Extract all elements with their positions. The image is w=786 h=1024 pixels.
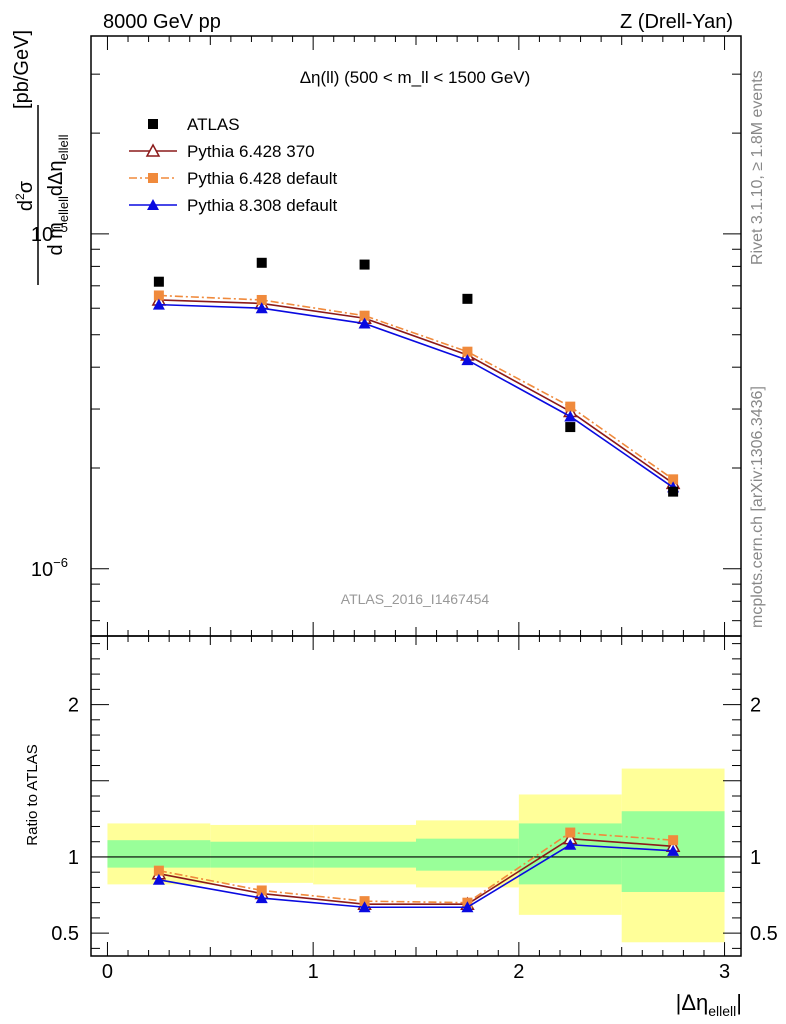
x-tick-label: 0 — [102, 961, 113, 983]
series-point-1 — [359, 310, 370, 321]
svg-text:[pb/GeV]: [pb/GeV] — [11, 30, 33, 109]
series-point-1 — [153, 290, 164, 301]
ratio-tick-label-right: 0.5 — [750, 923, 778, 945]
atlas-data-point — [256, 257, 267, 268]
ratio-point-2 — [461, 901, 474, 913]
ratio-inner-band — [416, 838, 519, 871]
series-point-2 — [255, 302, 268, 314]
mcplots-label: mcplots.cern.ch [arXiv:1306.3436] — [749, 386, 766, 628]
legend-label: Pythia 6.428 370 — [187, 142, 315, 161]
svg-text:d mellelldΔηellell: d mellelldΔηellell — [45, 134, 71, 255]
ratio-tick-label-left: 0.5 — [51, 923, 79, 945]
header-left-label: 8000 GeV pp — [103, 11, 221, 33]
x-tick-label: 3 — [719, 961, 730, 983]
ratio-tick-label-right: 1 — [750, 847, 761, 869]
legend: ATLAS Pythia 6.428 370 Pythia 6.428 defaul… — [129, 115, 338, 215]
legend-marker — [148, 119, 158, 129]
ratio-inner-band — [313, 841, 416, 868]
y-axis-title: d2σ d mellelldΔηellell [pb/GeV] — [11, 30, 71, 285]
atlas-data-point — [359, 259, 370, 270]
series-point-2 — [152, 298, 165, 310]
atlas-data-point — [668, 486, 679, 497]
legend-label: Pythia 8.308 default — [187, 196, 338, 215]
series-point-1 — [462, 346, 473, 357]
rivet-version-label: Rivet 3.1.10, ≥ 1.8M events — [749, 70, 766, 265]
ratio-line-1 — [158, 831, 674, 904]
x-tick-label: 2 — [513, 961, 524, 983]
series-point-1 — [668, 474, 679, 485]
series-point-1 — [256, 294, 267, 305]
series-line-2 — [158, 303, 674, 489]
legend-marker — [148, 173, 158, 183]
series-line-1 — [158, 294, 674, 480]
ratio-tick-label-left: 1 — [68, 847, 79, 869]
header-right-label: Z (Drell-Yan) — [620, 11, 733, 33]
legend-label: Pythia 6.428 default — [187, 169, 338, 188]
analysis-label: ATLAS_2016_I1467454 — [341, 591, 490, 607]
y-tick-label: 10−6 — [31, 555, 68, 581]
ratio-point-1 — [256, 885, 267, 896]
legend-marker — [147, 199, 159, 210]
ratio-point-2 — [358, 901, 371, 913]
svg-text:d2σ: d2σ — [13, 180, 37, 211]
ratio-line-0 — [158, 837, 674, 905]
ratio-point-2 — [667, 844, 680, 856]
ratio-point-2 — [564, 838, 577, 850]
atlas-data-point — [462, 293, 473, 304]
ratio-point-1 — [359, 896, 370, 907]
series-point-2 — [461, 354, 474, 366]
chart-title: Δη(ll) (500 < m_ll < 1500 GeV) — [300, 68, 531, 87]
ratio-panel: 0 1 2 3 2 2 1 1 0.5 0.5 — [51, 635, 778, 983]
series-point-2 — [564, 410, 577, 422]
ratio-point-1 — [153, 865, 164, 876]
x-tick-label: 1 — [308, 961, 319, 983]
ratio-axis-title: Ratio to ATLAS — [24, 744, 41, 845]
x-axis-title: |Δηellell| — [676, 990, 742, 1019]
ratio-inner-band — [210, 841, 314, 868]
ratio-point-1 — [565, 827, 576, 838]
ratio-inner-band — [107, 840, 211, 868]
ratio-tick-label-left: 2 — [68, 695, 79, 717]
legend-marker — [145, 143, 161, 157]
series-point-1 — [565, 401, 576, 412]
ratio-point-2 — [255, 892, 268, 904]
ratio-line-2 — [158, 843, 674, 909]
legend-label: ATLAS — [187, 115, 240, 134]
atlas-data-point — [153, 276, 164, 287]
main-panel: 10−510−6 — [31, 35, 742, 956]
ratio-point-1 — [668, 835, 679, 846]
ratio-point-2 — [152, 873, 165, 885]
ratio-tick-label-right: 2 — [750, 695, 761, 717]
series-line-0 — [158, 299, 674, 484]
atlas-data-point — [565, 422, 576, 433]
series-point-2 — [358, 317, 371, 329]
